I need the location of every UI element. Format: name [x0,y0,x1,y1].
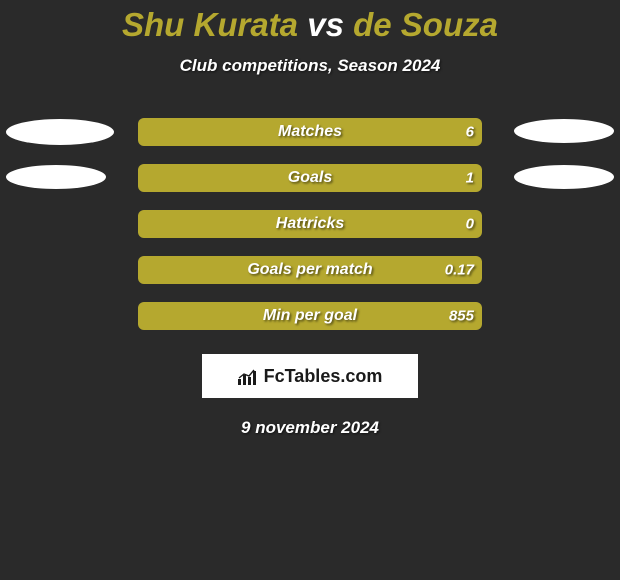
stat-value-right: 0.17 [445,262,474,279]
comparison-container: Shu Kurata vs de Souza Club competitions… [0,0,620,438]
stat-bar: Hattricks 0 [138,210,482,238]
stats-area: Matches 6 Goals 1 Hattricks 0 Goals per match 0… [0,118,620,330]
stat-label: Matches [278,123,342,141]
stat-bar: Goals per match 0.17 [138,256,482,284]
stat-label: Goals per match [247,261,372,279]
source-logo[interactable]: FcTables.com [202,354,418,398]
player1-ellipse [6,119,114,145]
stat-row: Matches 6 [0,118,620,146]
stat-label: Goals [288,169,332,187]
stat-value-right: 6 [466,124,474,141]
stat-row: Hattricks 0 [0,210,620,238]
player2-ellipse [514,165,614,189]
stat-row: Min per goal 855 [0,302,620,330]
stat-row: Goals per match 0.17 [0,256,620,284]
title-player2: de Souza [353,6,498,43]
title-player1: Shu Kurata [122,6,298,43]
logo-text: FcTables.com [238,366,383,387]
player2-ellipse [514,119,614,143]
stat-value-right: 0 [466,216,474,233]
title-vs: vs [307,6,344,43]
stat-value-right: 855 [449,308,474,325]
stat-bar: Matches 6 [138,118,482,146]
bars-icon [238,367,260,385]
stat-label: Hattricks [276,215,344,233]
logo-label: FcTables.com [264,366,383,387]
player1-ellipse [6,165,106,189]
stat-bar: Goals 1 [138,164,482,192]
page-title: Shu Kurata vs de Souza [0,6,620,44]
stat-label: Min per goal [263,307,357,325]
stat-value-right: 1 [466,170,474,187]
date-text: 9 november 2024 [0,418,620,438]
stat-bar: Min per goal 855 [138,302,482,330]
subtitle: Club competitions, Season 2024 [0,56,620,76]
stat-row: Goals 1 [0,164,620,192]
